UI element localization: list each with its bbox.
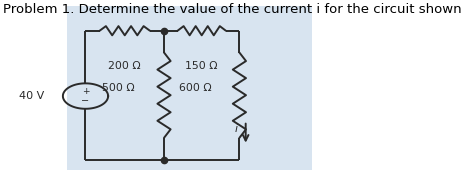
FancyBboxPatch shape	[67, 6, 311, 170]
Text: +: +	[81, 87, 89, 96]
Text: 500 Ω: 500 Ω	[101, 83, 134, 93]
Text: Problem 1. Determine the value of the current i for the circuit shown below.: Problem 1. Determine the value of the cu…	[3, 3, 463, 16]
Text: i: i	[234, 124, 238, 134]
Text: 600 Ω: 600 Ω	[178, 83, 211, 93]
Text: −: −	[81, 96, 89, 106]
Text: 40 V: 40 V	[19, 91, 44, 101]
Text: 200 Ω: 200 Ω	[108, 61, 141, 71]
Text: 150 Ω: 150 Ω	[185, 61, 218, 71]
